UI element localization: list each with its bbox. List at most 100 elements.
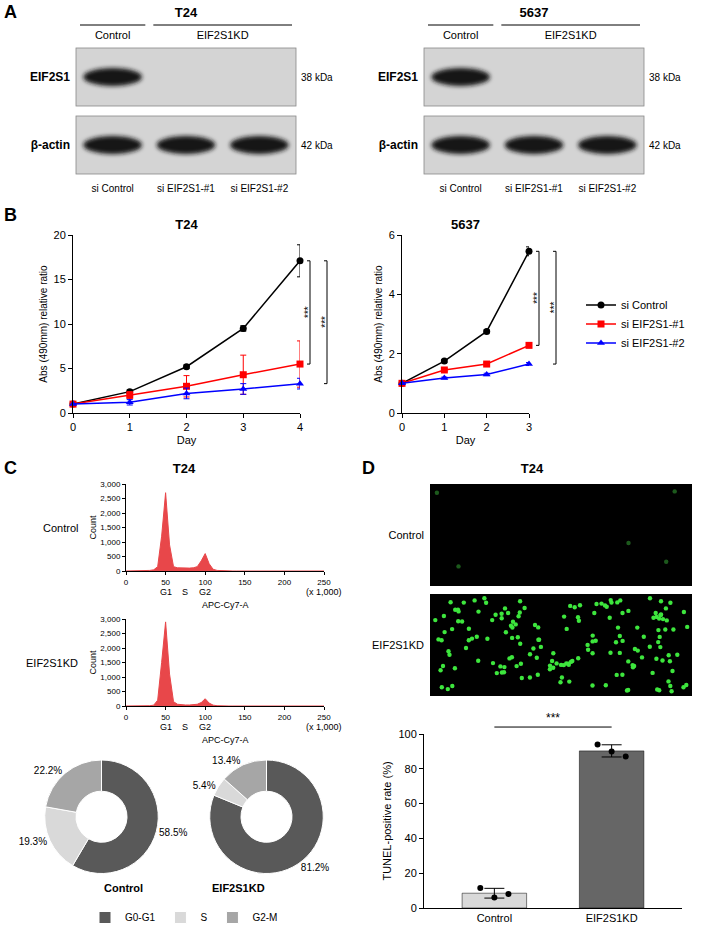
svg-text:38 kDa: 38 kDa bbox=[301, 72, 333, 83]
svg-text:500: 500 bbox=[107, 687, 121, 696]
svg-text:2: 2 bbox=[484, 421, 490, 433]
svg-text:1: 1 bbox=[441, 421, 447, 433]
svg-text:250: 250 bbox=[317, 578, 331, 587]
svg-text:Abs (490mm) relative ratio: Abs (490mm) relative ratio bbox=[38, 265, 49, 383]
svg-text:G2-M: G2-M bbox=[252, 912, 277, 923]
svg-text:0: 0 bbox=[399, 421, 405, 433]
svg-text:5637: 5637 bbox=[451, 217, 480, 232]
svg-text:100: 100 bbox=[398, 728, 416, 740]
svg-text:G0-G1: G0-G1 bbox=[125, 912, 155, 923]
svg-text:10: 10 bbox=[54, 318, 66, 330]
svg-text:Control: Control bbox=[443, 29, 478, 41]
svg-text:β-actin: β-actin bbox=[31, 138, 70, 152]
svg-text:si EIF2S1-#2: si EIF2S1-#2 bbox=[621, 337, 685, 349]
svg-text:4: 4 bbox=[389, 288, 395, 300]
svg-text:0: 0 bbox=[389, 407, 395, 419]
svg-text:100: 100 bbox=[199, 578, 213, 587]
svg-text:***: *** bbox=[546, 711, 560, 725]
svg-text:G2: G2 bbox=[199, 587, 211, 597]
svg-text:0: 0 bbox=[116, 567, 121, 576]
svg-text:2: 2 bbox=[183, 421, 189, 433]
svg-text:6: 6 bbox=[389, 229, 395, 241]
svg-text:22.2%: 22.2% bbox=[34, 765, 62, 776]
svg-text:si EIF2S1-#1: si EIF2S1-#1 bbox=[505, 183, 563, 194]
svg-text:50: 50 bbox=[161, 578, 170, 587]
svg-text:T24: T24 bbox=[175, 217, 198, 232]
svg-text:20: 20 bbox=[54, 229, 66, 241]
svg-text:β-actin: β-actin bbox=[379, 138, 418, 152]
svg-text:Day: Day bbox=[177, 434, 197, 446]
svg-text:150: 150 bbox=[238, 578, 252, 587]
svg-text:42 kDa: 42 kDa bbox=[649, 140, 681, 151]
svg-text:81.2%: 81.2% bbox=[301, 862, 329, 873]
svg-text:0: 0 bbox=[60, 407, 66, 419]
svg-text:***: *** bbox=[303, 306, 314, 318]
svg-text:si EIF2S1-#2: si EIF2S1-#2 bbox=[578, 183, 636, 194]
svg-text:15: 15 bbox=[54, 273, 66, 285]
svg-text:(x 1,000): (x 1,000) bbox=[306, 722, 342, 732]
svg-text:(x 1,000): (x 1,000) bbox=[306, 587, 342, 597]
svg-text:Count: Count bbox=[88, 515, 98, 540]
svg-text:150: 150 bbox=[238, 713, 252, 722]
svg-text:40: 40 bbox=[405, 832, 417, 844]
svg-text:5.4%: 5.4% bbox=[193, 780, 216, 791]
svg-text:200: 200 bbox=[278, 578, 292, 587]
svg-text:EIF2S1KD: EIF2S1KD bbox=[26, 657, 78, 669]
svg-text:60: 60 bbox=[405, 797, 417, 809]
svg-text:1,000: 1,000 bbox=[100, 673, 121, 682]
svg-text:G2: G2 bbox=[199, 722, 211, 732]
svg-text:4: 4 bbox=[297, 421, 303, 433]
svg-text:38 kDa: 38 kDa bbox=[649, 72, 681, 83]
svg-text:1,000: 1,000 bbox=[100, 538, 121, 547]
svg-text:APC-Cy7-A: APC-Cy7-A bbox=[202, 735, 249, 745]
svg-text:S: S bbox=[182, 587, 188, 597]
svg-text:2,500: 2,500 bbox=[100, 494, 121, 503]
svg-text:0: 0 bbox=[70, 421, 76, 433]
svg-text:G1: G1 bbox=[160, 587, 172, 597]
svg-text:58.5%: 58.5% bbox=[159, 827, 187, 838]
svg-text:19.3%: 19.3% bbox=[19, 836, 47, 847]
svg-text:Abs (490mm) relative ratio: Abs (490mm) relative ratio bbox=[373, 265, 384, 383]
svg-text:EIF2S1KD: EIF2S1KD bbox=[545, 29, 597, 41]
svg-text:0: 0 bbox=[411, 902, 417, 914]
svg-text:EIF2S1KD: EIF2S1KD bbox=[372, 639, 424, 651]
svg-text:EIF2S1KD: EIF2S1KD bbox=[197, 29, 249, 41]
svg-text:S: S bbox=[182, 722, 188, 732]
svg-text:Day: Day bbox=[456, 434, 476, 446]
svg-text:0: 0 bbox=[116, 702, 121, 711]
svg-text:TUNEL-positive rate (%): TUNEL-positive rate (%) bbox=[381, 761, 393, 880]
svg-text:T24: T24 bbox=[175, 5, 198, 20]
svg-text:250: 250 bbox=[317, 713, 331, 722]
svg-text:si Control: si Control bbox=[621, 299, 667, 311]
svg-text:20: 20 bbox=[405, 867, 417, 879]
svg-text:Control: Control bbox=[43, 522, 78, 534]
svg-text:500: 500 bbox=[107, 552, 121, 561]
svg-text:si Control: si Control bbox=[92, 183, 134, 194]
svg-text:***: *** bbox=[549, 301, 560, 313]
svg-text:si Control: si Control bbox=[440, 183, 482, 194]
svg-text:S: S bbox=[200, 912, 207, 923]
svg-text:1,500: 1,500 bbox=[100, 523, 121, 532]
svg-text:200: 200 bbox=[278, 713, 292, 722]
svg-text:2,000: 2,000 bbox=[100, 509, 121, 518]
svg-text:Control: Control bbox=[95, 29, 130, 41]
svg-text:Count: Count bbox=[88, 650, 98, 675]
svg-text:2: 2 bbox=[389, 348, 395, 360]
svg-text:3: 3 bbox=[526, 421, 532, 433]
svg-text:1: 1 bbox=[127, 421, 133, 433]
svg-text:Control: Control bbox=[389, 529, 424, 541]
svg-text:5637: 5637 bbox=[520, 5, 549, 20]
svg-text:13.4%: 13.4% bbox=[212, 755, 240, 766]
svg-text:EIF2S1KD: EIF2S1KD bbox=[212, 882, 265, 894]
svg-text:80: 80 bbox=[405, 763, 417, 775]
svg-text:2,500: 2,500 bbox=[100, 629, 121, 638]
svg-text:1,500: 1,500 bbox=[100, 658, 121, 667]
svg-text:si EIF2S1-#1: si EIF2S1-#1 bbox=[157, 183, 215, 194]
svg-text:100: 100 bbox=[199, 713, 213, 722]
svg-text:5: 5 bbox=[60, 362, 66, 374]
svg-text:G1: G1 bbox=[160, 722, 172, 732]
svg-text:si EIF2S1-#2: si EIF2S1-#2 bbox=[230, 183, 288, 194]
svg-text:3,000: 3,000 bbox=[100, 615, 121, 624]
svg-text:42 kDa: 42 kDa bbox=[301, 140, 333, 151]
svg-text:EIF2S1: EIF2S1 bbox=[30, 70, 70, 84]
